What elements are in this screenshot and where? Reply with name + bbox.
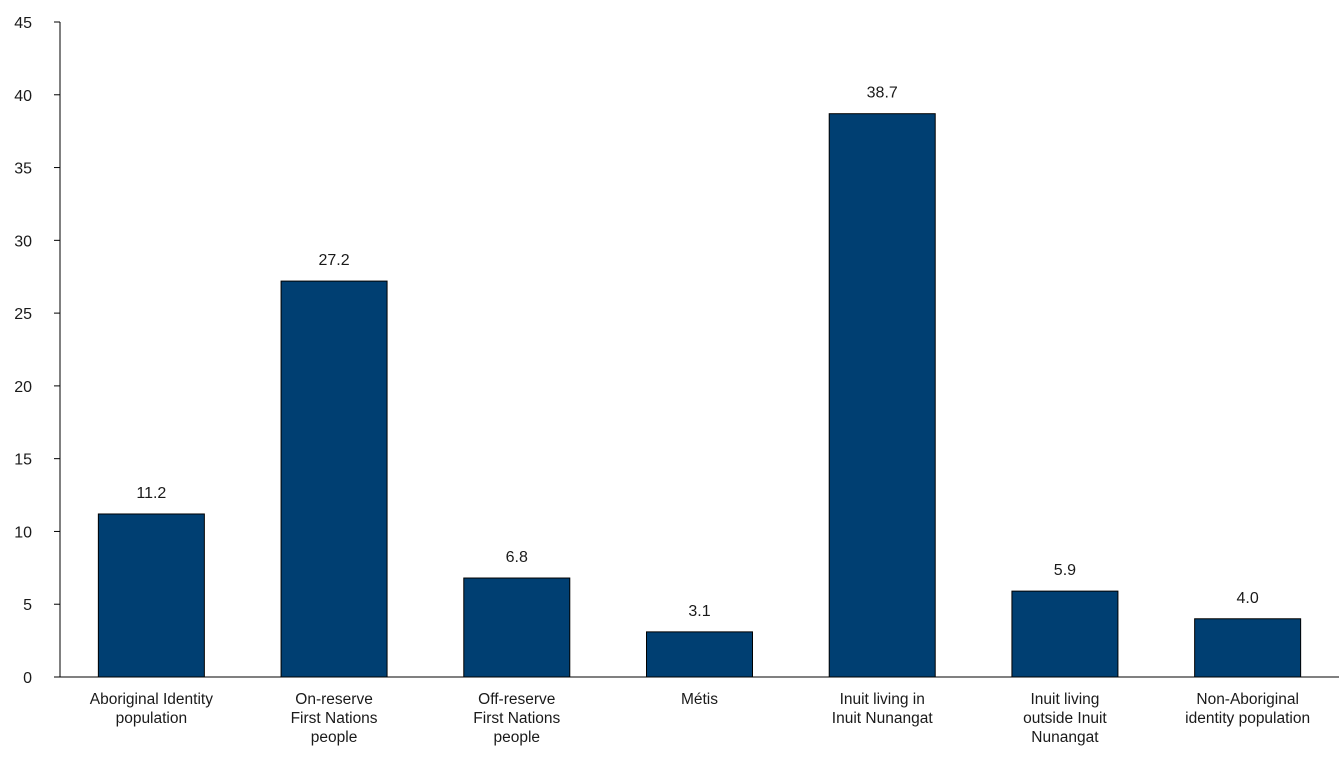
y-tick-label: 0 <box>23 670 32 687</box>
x-category-label: First Nations <box>473 710 560 727</box>
bar <box>828 113 936 678</box>
bar-value-label: 6.8 <box>506 549 528 566</box>
x-category-label: Inuit Nunangat <box>832 710 934 727</box>
y-axis-ticks: 0 5 10 15 20 25 30 35 40 45 <box>14 15 60 687</box>
y-tick-label: 45 <box>14 15 32 32</box>
x-category-label: Off-reserve <box>478 691 555 708</box>
bar-value-label: 3.1 <box>688 603 710 620</box>
x-category-label: people <box>311 729 358 746</box>
x-category-label: Non-Aboriginal <box>1196 691 1299 708</box>
y-tick-label: 40 <box>14 88 32 105</box>
bar-value-label: 38.7 <box>867 85 898 102</box>
y-tick-label: 30 <box>14 233 32 250</box>
bar <box>97 513 205 678</box>
x-category-label: Métis <box>681 691 718 708</box>
data-labels: 11.2 27.2 6.8 3.1 38.7 5.9 4.0 <box>136 85 1258 620</box>
bar-value-label: 27.2 <box>319 252 350 269</box>
x-category-label: On-reserve <box>295 691 373 708</box>
y-tick-label: 10 <box>14 524 32 541</box>
x-category-label: Inuit living in <box>840 691 925 708</box>
y-tick-label: 15 <box>14 452 32 469</box>
y-tick-label: 35 <box>14 161 32 178</box>
bar <box>646 631 753 678</box>
bar-value-label: 5.9 <box>1054 562 1076 579</box>
bars <box>97 113 1302 678</box>
x-axis-category-labels: Aboriginal Identity population On-reserve F… <box>90 691 1310 746</box>
bar <box>280 280 388 678</box>
x-category-label: First Nations <box>291 710 378 727</box>
x-category-label: population <box>116 710 188 727</box>
x-category-label: identity population <box>1185 710 1310 727</box>
x-category-label: Nunangat <box>1031 729 1099 746</box>
x-category-label: Inuit living <box>1030 691 1099 708</box>
y-tick-label: 25 <box>14 306 32 323</box>
y-tick-label: 5 <box>23 597 32 614</box>
bar <box>463 577 571 678</box>
bar-value-label: 4.0 <box>1237 590 1259 607</box>
bar <box>1194 618 1302 678</box>
x-category-label: outside Inuit <box>1023 710 1107 727</box>
bar-value-label: 11.2 <box>136 485 166 502</box>
bar <box>1011 590 1119 678</box>
x-category-label: Aboriginal Identity <box>90 691 213 708</box>
y-tick-label: 20 <box>14 379 32 396</box>
x-category-label: people <box>494 729 541 746</box>
